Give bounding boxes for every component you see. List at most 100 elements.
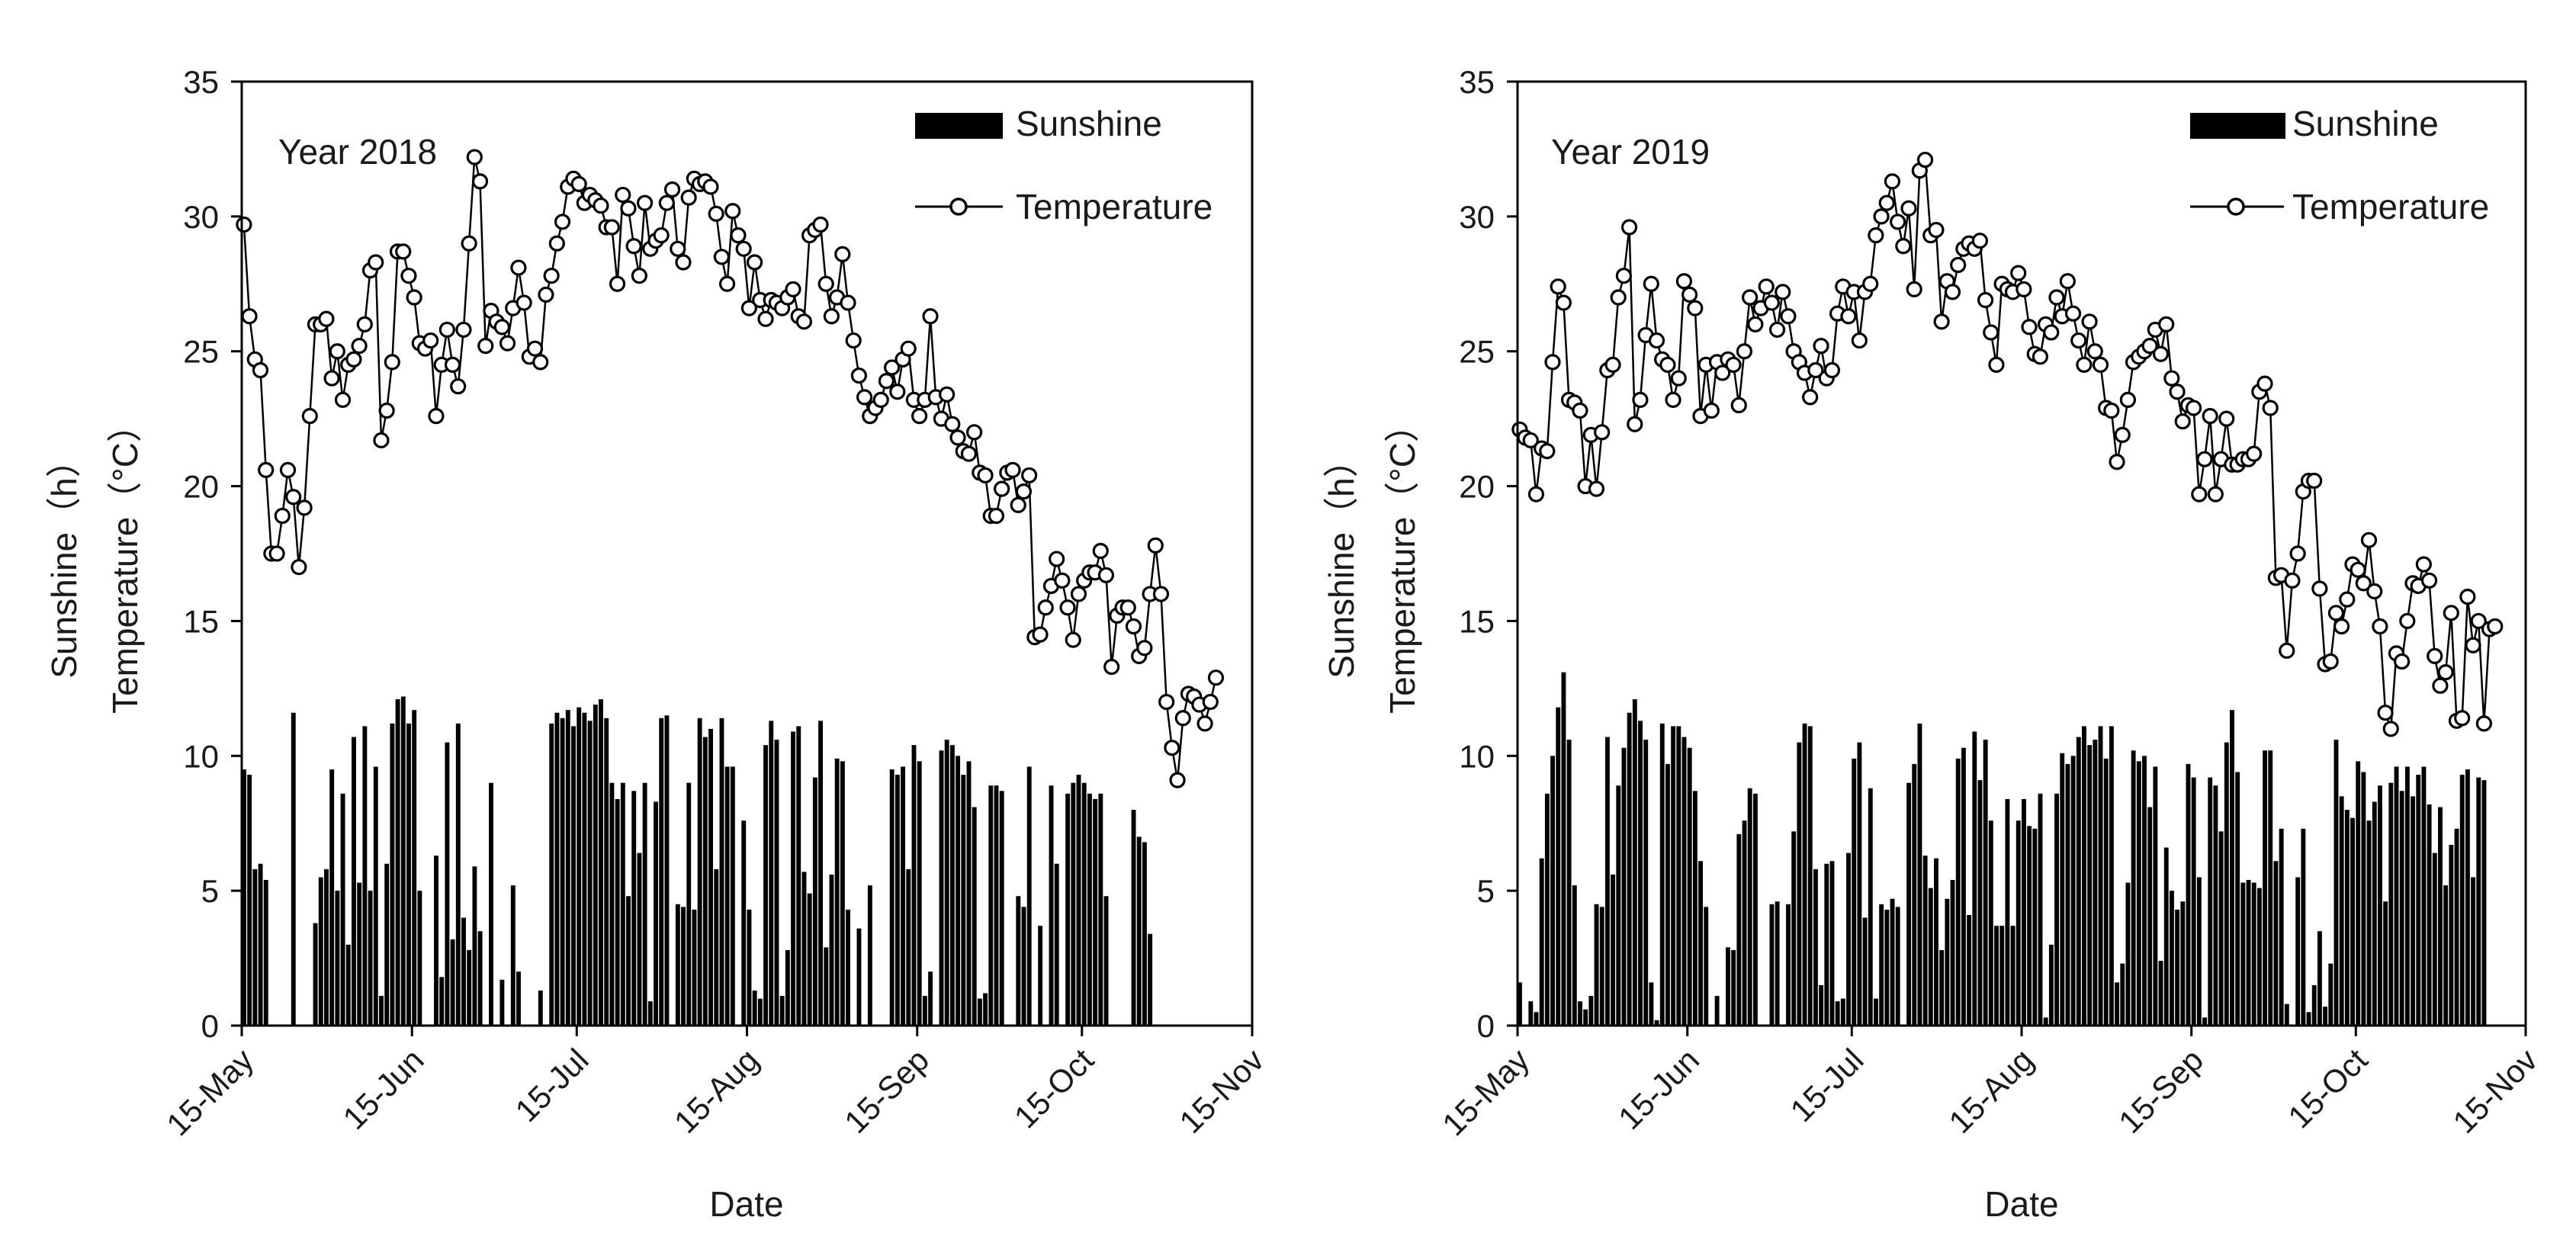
temperature-point [1851,332,1868,349]
sunshine-bar [1021,907,1026,1026]
temperature-point [1643,275,1659,292]
sunshine-bar [2388,782,2394,1026]
legend-temperature-marker [2227,197,2245,216]
sunshine-bar [510,885,516,1026]
temperature-point [2218,410,2235,427]
sunshine-bar [2136,761,2141,1026]
sunshine-bar [2038,793,2043,1026]
sunshine-bar [2115,982,2120,1026]
temperature-point [2081,313,2098,330]
temperature-point [471,173,489,190]
temperature-point [329,343,345,360]
temperature-point [1015,483,1033,500]
temperature-point [670,240,686,257]
sunshine-bar [1912,763,1917,1026]
sunshine-bar [939,750,944,1026]
sunshine-bar [1967,914,1972,1026]
temperature-point [718,275,736,292]
temperature-point [1768,321,1786,339]
temperature-point [1092,542,1109,560]
temperature-point [1747,316,1764,332]
sunshine-bar [1786,904,1791,1026]
sunshine-bar [2218,831,2224,1026]
sunshine-bar [577,707,582,1026]
temperature-point [406,289,422,306]
sunshine-bar [1829,861,1835,1026]
sunshine-bar [395,699,400,1026]
sunshine-bar [906,869,911,1026]
sunshine-bar [752,991,757,1026]
temperature-point [1610,289,1627,306]
sunshine-bar [1665,763,1670,1026]
sunshine-bar [406,723,411,1026]
sunshine-bar [1687,747,1692,1026]
sunshine-bar [2361,772,2366,1026]
temperature-point [2191,486,2208,503]
sunshine-bar [1988,820,1993,1026]
sunshine-bar [2093,740,2098,1026]
temperature-point [1620,219,1638,236]
y-tick-label: 15 [183,603,219,639]
temperature-point [1681,286,1698,303]
sunshine-bar [2416,775,2421,1026]
sunshine-bar [324,869,329,1026]
sunshine-bar [1142,842,1147,1026]
sunshine-bar [999,791,1004,1026]
sunshine-bar [1922,856,1928,1026]
sunshine-bar [1572,885,1577,1026]
temperature-point [1758,278,1775,295]
sunshine-bar [2399,791,2404,1026]
legend-sunshine-label: Sunshine [2292,104,2439,143]
sunshine-bar [2246,879,2251,1026]
sunshine-bar [785,949,790,1026]
legend-sunshine-swatch [2190,113,2285,139]
sunshine-bar [829,874,834,1026]
temperature-point [949,429,966,446]
temperature-point [345,351,362,368]
sunshine-bar [796,726,801,1026]
y-tick-label: 30 [183,199,219,235]
legend-temperature-marker [949,197,968,216]
temperature-point [1868,227,1884,244]
temperature-point [1550,278,1566,295]
temperature-point [845,332,862,349]
sunshine-bar [1868,788,1873,1026]
sunshine-bar [2427,804,2432,1026]
temperature-point [1906,281,1922,297]
temperature-point [252,361,269,379]
temperature-point [510,259,527,276]
temperature-point [636,194,654,211]
sunshine-bar [2471,877,2476,1026]
chart-title: Year 2018 [278,132,437,172]
temperature-point [296,499,313,516]
temperature-point [2394,653,2411,670]
temperature-point [356,316,373,332]
temperature-point [1665,391,1681,408]
sunshine-bar [2054,793,2060,1026]
sunshine-bar [1654,1019,1659,1026]
temperature-point [1900,200,1917,217]
sunshine-bar [2120,963,2125,1026]
sunshine-bar [1862,917,1868,1026]
sunshine-bar [1594,904,1599,1026]
temperature-point [2246,445,2263,462]
temperature-point [2306,472,2323,490]
sunshine-bar [834,758,840,1026]
temperature-series [1511,151,2504,737]
sunshine-bar [1136,836,1142,1026]
temperature-point [2289,545,2306,562]
temperature-point [1878,194,1895,211]
temperature-point [2420,572,2438,589]
sunshine-bar [2065,763,2070,1026]
temperature-point [2207,486,2224,503]
temperature-point [2322,653,2339,670]
legend-sunshine-swatch [915,113,1003,139]
sunshine-bars [1518,672,2487,1026]
temperature-point [2152,345,2170,362]
sunshine-bar [2131,750,2136,1026]
sunshine-bar [692,909,697,1026]
temperature-point [1004,461,1021,478]
sunshine-bar [2163,847,2169,1026]
temperature-point [823,308,840,325]
temperature-point [318,310,335,327]
